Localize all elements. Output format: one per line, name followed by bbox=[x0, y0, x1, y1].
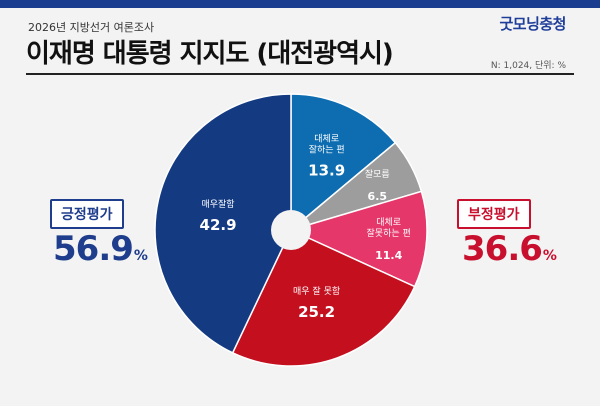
pie-slice-name-0-1: 잘하는 편 bbox=[309, 144, 345, 156]
positive-rating-badge: 긍정평가 bbox=[50, 199, 124, 229]
pie-slice-value-1: 6.5 bbox=[368, 190, 388, 203]
brand-logo-text: 굿모닝충청 bbox=[499, 15, 566, 33]
title-divider bbox=[26, 73, 574, 75]
pie-label-4: 매우잘함 42.9 bbox=[200, 198, 237, 234]
positive-rating-unit: % bbox=[133, 248, 148, 264]
pie-slice-value-3: 25.2 bbox=[298, 303, 335, 321]
pie-slice-value-4: 42.9 bbox=[200, 216, 237, 234]
pie-slice-value-0: 13.9 bbox=[308, 162, 345, 180]
pie-center-hole bbox=[271, 210, 311, 250]
pie-slice-name-1-0: 잘모름 bbox=[365, 168, 390, 180]
pie-slice-name-0-0: 대체로 bbox=[314, 134, 339, 145]
pie-slice-name-2-0: 대체로 bbox=[376, 217, 401, 228]
positive-rating-value: 56.9% bbox=[53, 229, 148, 269]
pie-label-3: 매우 잘 못함 25.2 bbox=[293, 285, 340, 321]
negative-rating-badge: 부정평가 bbox=[457, 199, 531, 229]
pie-slice-name-3-0: 매우 잘 못함 bbox=[293, 285, 340, 297]
pie-slice-name-2-1: 잘못하는 편 bbox=[367, 227, 411, 239]
positive-rating-number: 56.9 bbox=[53, 229, 134, 269]
pie-slice-4 bbox=[154, 93, 292, 354]
survey-subtitle: 2026년 지방선거 여론조사 bbox=[28, 21, 155, 34]
pie-label-1: 잘모름 6.5 bbox=[365, 168, 390, 203]
sample-note: N: 1,024, 단위: % bbox=[490, 61, 566, 71]
pie-slice-0 bbox=[290, 93, 397, 232]
negative-rating-number: 36.6 bbox=[462, 229, 543, 269]
pie-slice-name-4-0: 매우잘함 bbox=[201, 198, 234, 210]
negative-rating-value: 36.6% bbox=[462, 229, 557, 269]
page-title: 이재명 대통령 지지도 (대전광역시) bbox=[26, 39, 394, 69]
pie-slice-2 bbox=[288, 190, 428, 288]
pie-slice-3 bbox=[231, 229, 416, 367]
negative-rating-unit: % bbox=[542, 248, 557, 264]
top-accent-bar bbox=[0, 0, 600, 8]
pie-slice-value-2: 11.4 bbox=[375, 249, 402, 262]
